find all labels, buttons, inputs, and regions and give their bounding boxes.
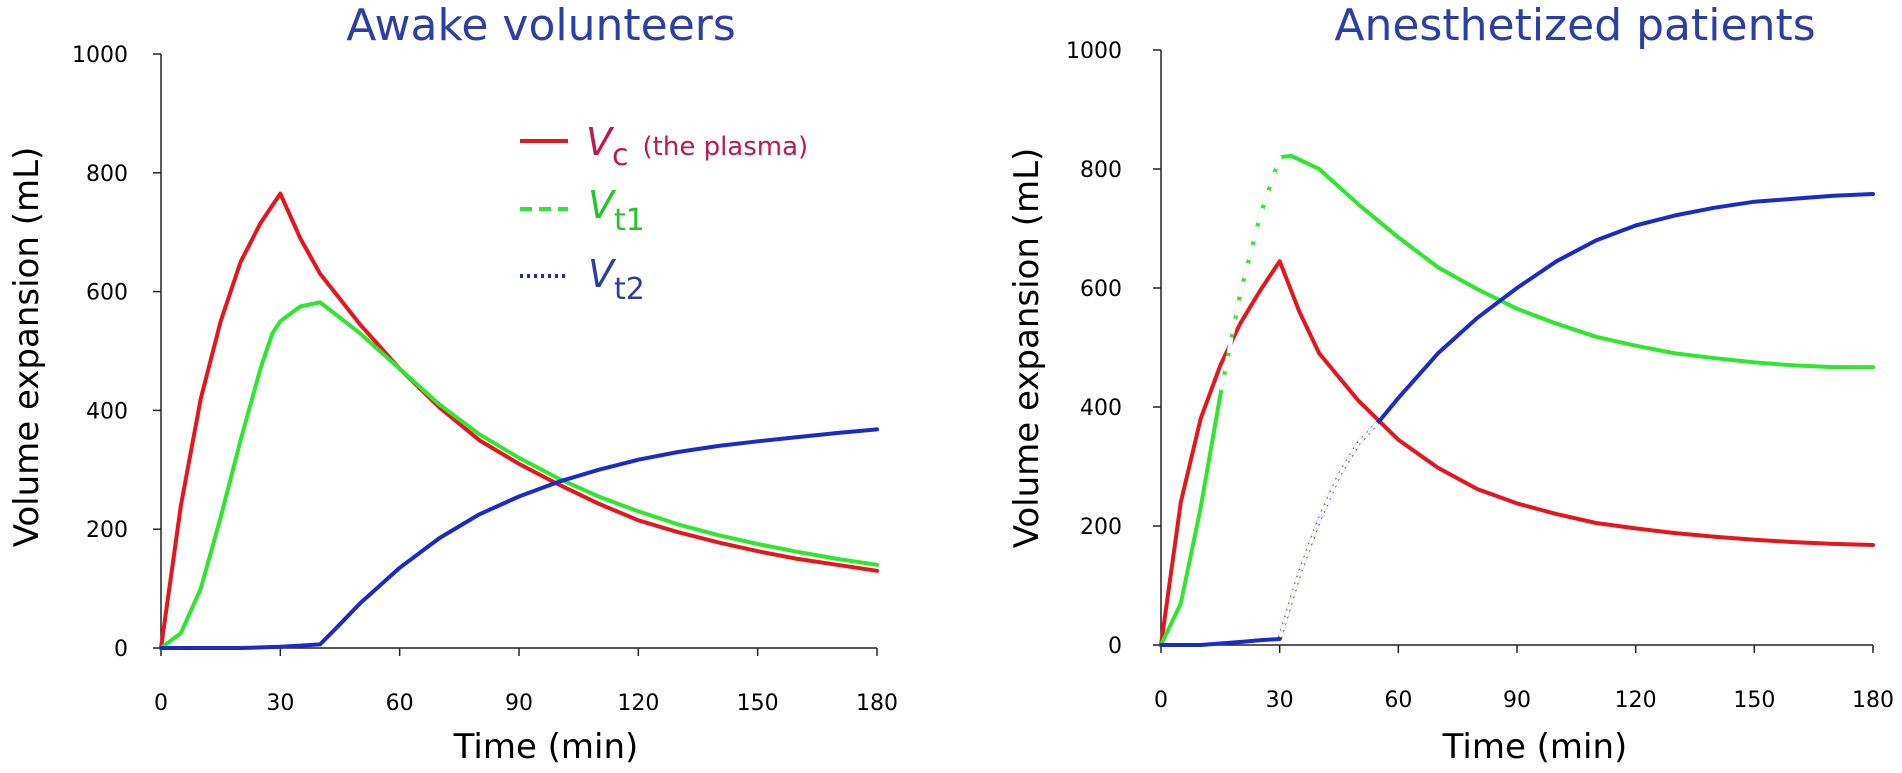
y-tick-label: 0 [1108,634,1122,659]
y-axis-label: Volume expansion (mL) [7,147,47,548]
chart-panel-awake: Awake volunteers Time (min) Volume expan… [7,0,898,767]
x-tick-label: 120 [617,691,659,716]
y-tick-label: 1000 [72,43,128,68]
series-group [1159,153,1875,647]
chart-title: Awake volunteers [346,0,736,51]
y-tick-label: 200 [86,518,128,543]
y-tick-label: 600 [1080,277,1122,302]
x-tick-label: 30 [266,691,294,716]
x-tick-label: 30 [1266,688,1294,713]
legend-label-vc: Vc (the plasma) [586,120,808,173]
x-tick-label: 60 [1384,688,1412,713]
y-tick-label: 600 [86,281,128,306]
x-tick-label: 180 [856,691,898,716]
x-axis-label: Time (min) [1442,727,1628,767]
x-tick-label: 0 [154,691,168,716]
ticks: 0 200 400 600 800 1000 0 30 60 90 120 150 180 [1066,39,1894,713]
x-tick-label: 60 [386,691,414,716]
x-tick-label: 90 [505,691,533,716]
legend-subscript: t1 [614,203,645,238]
series-dash-overlay-vt1 [1218,155,1282,398]
chart-panel-anesthetized: Anesthetized patients Time (min) Volume … [1007,0,1894,767]
legend-subscript: t2 [614,272,645,307]
y-axis-label: Volume expansion (mL) [1007,148,1047,549]
x-tick-label: 90 [1503,688,1531,713]
series-line-vt1 [1159,153,1875,647]
y-tick-label: 800 [86,162,128,187]
axes [1160,50,1873,646]
x-tick-label: 180 [1852,688,1894,713]
series-line-vt1 [159,300,879,650]
legend-symbol: V [588,252,617,296]
ticks: 0 200 400 600 800 1000 0 30 60 90 120 150 180 [72,43,898,716]
series-line-vc [1159,259,1875,647]
legend-label-vt1: Vt1 [588,183,645,238]
legend-symbol: V [586,120,615,164]
series-line-vt2 [159,427,879,650]
y-tick-label: 400 [86,399,128,424]
legend: Vc (the plasma) Vt1 Vt2 [520,120,808,307]
series-dot-overlay-vt2 [1277,419,1381,641]
y-tick-label: 400 [1080,396,1122,421]
y-tick-label: 1000 [1066,39,1122,64]
x-tick-label: 150 [1733,688,1775,713]
legend-note: (the plasma) [643,132,809,162]
x-axis-label: Time (min) [453,727,639,767]
legend-label-vt2: Vt2 [588,252,645,307]
y-tick-label: 800 [1080,158,1122,183]
x-tick-label: 120 [1615,688,1657,713]
x-tick-label: 150 [737,691,779,716]
y-tick-label: 0 [114,637,128,662]
y-tick-label: 200 [1080,515,1122,540]
series-line-vc [159,191,879,650]
x-tick-label: 0 [1154,688,1168,713]
legend-symbol: V [588,183,617,227]
legend-subscript: c [612,138,629,173]
chart-title: Anesthetized patients [1334,0,1815,51]
series-line-vt2 [1159,192,1875,647]
series-group [159,191,879,650]
